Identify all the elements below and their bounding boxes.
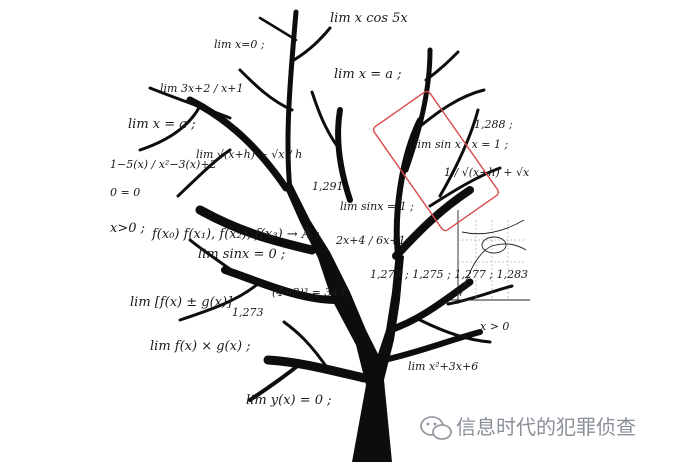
branch-right-twig-3 (416, 88, 486, 130)
branch-right-twig-4 (424, 50, 460, 82)
branch-left-twig-2 (138, 104, 202, 152)
formula-f7: 1−5(x) / x²−3(x)+2 (110, 158, 217, 171)
formula-f12: lim f(x) × g(x) ; (150, 339, 251, 354)
branch-right-lower-twig (418, 318, 492, 344)
branch-left-twig-4 (292, 26, 332, 62)
branch-right-twig-1 (428, 166, 502, 208)
formula-f2: lim x=0 ; (214, 38, 265, 51)
formula-f9: f(x₀) f(x₁), f(x₂), f(x₃) → A ; (151, 227, 320, 242)
formula-f6: lim √(x+h) − √x / h (196, 148, 302, 161)
watermark: 信息时代的犯罪侦查 (420, 415, 636, 440)
formula-f19: 1 / √(x+h) + √x (444, 166, 530, 179)
branch-right-lower (386, 278, 474, 334)
branch-left-twig-6 (258, 16, 298, 42)
branch-left-main (195, 205, 317, 255)
formula-f14: 1,273 (232, 306, 264, 319)
branch-bottom-left-twig-2 (282, 320, 332, 374)
formula-f24: lim x²+3x+6 (408, 360, 478, 373)
formula-f20: x > 0 (480, 320, 509, 333)
formula-f8: x>0 ; (110, 221, 145, 236)
branch-right-lower-twig-2 (446, 284, 514, 306)
branch-center-twig (310, 90, 342, 152)
branch-left-upper (186, 96, 290, 192)
formula-f10: lim sinx = 0 ; (198, 247, 285, 262)
branch-right-main (392, 186, 474, 260)
branch-right-top (403, 47, 433, 173)
tree-trunk (284, 184, 404, 462)
branch-bottom-left (263, 355, 369, 383)
branch-right-upper (393, 117, 423, 257)
branch-lower-left-twig-2 (188, 238, 242, 278)
formulas: lim x cos 5x lim x=0 ; lim x = a ; lim 3… (110, 11, 530, 408)
branch-bottom-left-twig (248, 362, 302, 402)
formula-f11: lim [f(x) ± g(x)] (130, 295, 233, 310)
graph-curve-2 (461, 219, 525, 235)
formula-f23: 2x+4 / 6x+1 (335, 234, 406, 247)
formula-f4: lim 3x+2 / x+1 (160, 82, 244, 95)
formula-f1: lim x cos 5x (330, 11, 408, 26)
formula-f15: 1,291 (312, 180, 344, 193)
formula-f22: lim sinx = 1 ; (340, 200, 414, 213)
branch-left-twig-5 (238, 68, 294, 112)
branch-right-mid (381, 329, 483, 363)
wechat-icon (420, 416, 452, 440)
watermark-text: 信息时代的犯罪侦查 (456, 415, 636, 439)
formula-f5: lim x = a ; (128, 117, 196, 132)
tree (138, 9, 514, 462)
graph-ellipse (481, 236, 507, 254)
function-graph (450, 210, 530, 304)
formula-f17: (4+3)³ = 343 (272, 286, 345, 299)
formula-f18: 1,288 ; (474, 118, 513, 131)
branch-left-twig-1 (148, 86, 232, 120)
graph-curve (459, 243, 527, 297)
branch-right-twig-2 (438, 108, 480, 198)
formula-f16: 1,273 ; 1,275 ; 1,277 ; 1,283 (370, 268, 528, 281)
formula-f25: 0 = 0 (110, 186, 140, 199)
branch-left-twig-3 (176, 148, 232, 198)
formula-f13: lim y(x) = 0 ; (246, 393, 332, 408)
branch-center-left (335, 107, 353, 203)
highlight-box (372, 90, 500, 232)
formula-f3: lim x = a ; (334, 67, 402, 82)
formula-f21: lim sin x / x = 1 ; (414, 138, 509, 151)
branch-lower-left-twig-1 (178, 280, 262, 322)
